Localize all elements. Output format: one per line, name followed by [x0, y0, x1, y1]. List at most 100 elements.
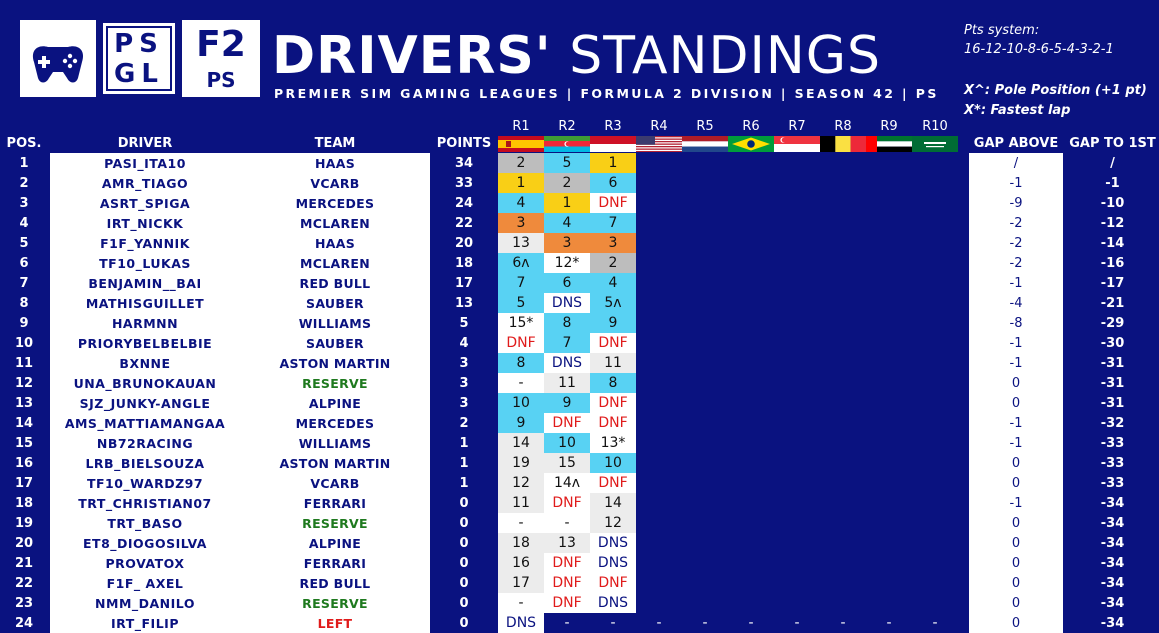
driver-name: NMM_DANILO — [95, 596, 195, 611]
gap-first-cell: -34 — [1100, 576, 1125, 591]
driver-name: ET8_DIOGOSILVA — [83, 536, 207, 551]
points-cell: 5 — [459, 316, 469, 331]
fastest-lap-note: X*: Fastest lap — [964, 103, 1071, 118]
result-cell-r1: DNS — [498, 613, 544, 633]
team-name: SAUBER — [306, 296, 364, 311]
gap-above-cell: 0 — [1011, 556, 1021, 571]
points-system-value: 16-12-10-8-6-5-4-3-2-1 — [964, 42, 1114, 57]
driver-name: SJZ_JUNKY-ANGLE — [79, 396, 211, 411]
result-cell-r2: DNF — [544, 413, 590, 433]
round-header-r2: R2 — [558, 119, 576, 134]
team-name: MERCEDES — [295, 416, 375, 431]
driver-name: TRT_BASO — [107, 516, 183, 531]
result-cell-r3: 13* — [590, 433, 636, 453]
result-cell-r3: DNF — [590, 573, 636, 593]
result-cell-r3: 1 — [590, 153, 636, 173]
gap-above-cell: -1 — [1009, 276, 1023, 291]
team-name: MCLAREN — [300, 256, 370, 271]
position-cell: 23 — [14, 596, 34, 611]
result-cell-r2: DNS — [544, 353, 590, 373]
team-name: HAAS — [314, 236, 355, 251]
gap-first-cell: -34 — [1100, 516, 1125, 531]
driver-name: NB72RACING — [96, 436, 194, 451]
points-cell: 1 — [459, 456, 469, 471]
result-cell-r1: 16 — [498, 553, 544, 573]
points-cell: 24 — [454, 196, 474, 211]
result-cell-r3: DNS — [590, 593, 636, 613]
gap-above-cell: 0 — [1011, 536, 1021, 551]
position-cell: 14 — [14, 416, 34, 431]
gap-first-cell: -29 — [1100, 316, 1125, 331]
gap-above-cell: -4 — [1009, 296, 1023, 311]
points-cell: 0 — [459, 556, 469, 571]
table-row: 23 NMM_DANILO RESERVE 0 - DNF DNS 0 -34 — [0, 593, 1159, 613]
points-system-label: Pts system: — [964, 23, 1040, 38]
table-row: 7 BENJAMIN__BAI RED BULL 17 7 6 4 -1 -17 — [0, 273, 1159, 293]
result-cell-r2: 6 — [544, 273, 590, 293]
result-cell-r3: DNF — [590, 193, 636, 213]
gap-first-cell: -34 — [1100, 556, 1125, 571]
result-cell-r1: 4 — [498, 193, 544, 213]
position-cell: 20 — [14, 536, 34, 551]
position-cell: 11 — [14, 356, 34, 371]
gap-first-cell: -21 — [1100, 296, 1125, 311]
result-cell-r2: 3 — [544, 233, 590, 253]
driver-name: AMS_MATTIAMANGAA — [64, 416, 226, 431]
gap-first-cell: -34 — [1100, 596, 1125, 611]
result-cell-r7: - — [794, 615, 800, 631]
team-name: SAUBER — [306, 336, 364, 351]
gap-above-cell: -1 — [1009, 496, 1023, 511]
col-pos-header: POS. — [6, 136, 42, 151]
round-header-r8: R8 — [834, 119, 852, 134]
points-cell: 1 — [459, 476, 469, 491]
gap-above-cell: 0 — [1011, 576, 1021, 591]
result-cell-r1: 13 — [498, 233, 544, 253]
result-cell-r3: 8 — [590, 373, 636, 393]
result-cell-r1: 3 — [498, 213, 544, 233]
belgium-flag — [820, 136, 866, 152]
points-cell: 17 — [454, 276, 474, 291]
gap-first-cell: -33 — [1100, 436, 1125, 451]
table-row: 19 TRT_BASO RESERVE 0- -12 0 -34 — [0, 513, 1159, 533]
result-cell-r2: 10 — [544, 433, 590, 453]
table-row: 5 F1F_YANNIK HAAS 20 13 3 3 -2 -14 — [0, 233, 1159, 253]
uae-flag — [866, 136, 912, 152]
result-cell-r3: DNS — [590, 533, 636, 553]
result-cell-r3: 10 — [590, 453, 636, 473]
result-cell-r1: 2 — [498, 153, 544, 173]
team-name: ASTON MARTIN — [279, 456, 391, 471]
points-cell: 3 — [459, 376, 469, 391]
title-light: STANDINGS — [569, 26, 882, 86]
psgl-line1: PS — [114, 28, 164, 59]
gap-above-cell: 0 — [1011, 616, 1021, 631]
result-cell-r3: 6 — [590, 173, 636, 193]
gap-above-cell: 0 — [1011, 596, 1021, 611]
team-name: LEFT — [317, 616, 353, 631]
result-cell-r2: DNF — [544, 553, 590, 573]
gap-above-cell: -1 — [1009, 356, 1023, 371]
team-name: HAAS — [314, 156, 355, 171]
result-cell-r3: 4 — [590, 273, 636, 293]
driver-name: IRT_FILIP — [111, 616, 179, 631]
gap-above-cell: -9 — [1009, 196, 1023, 211]
result-cell-r2: 12* — [544, 253, 590, 273]
gap-first-cell: -17 — [1100, 276, 1125, 291]
points-cell: 0 — [459, 516, 469, 531]
result-cell-r1: 17 — [498, 573, 544, 593]
gap-above-cell: -8 — [1009, 316, 1023, 331]
col-team-header: TEAM — [314, 136, 356, 151]
position-cell: 18 — [14, 496, 34, 511]
col-driver-header: DRIVER — [117, 136, 173, 151]
pole-position-note: X^: Pole Position (+1 pt) — [964, 83, 1147, 98]
result-cell-r2: - — [564, 615, 570, 631]
driver-name: ASRT_SPIGA — [99, 196, 191, 211]
team-name: RESERVE — [302, 596, 368, 611]
result-cell-r3: 5ᴧ — [590, 293, 636, 313]
result-cell-r1: - — [498, 513, 544, 533]
col-gap-first-header: GAP TO 1ST — [1069, 136, 1156, 151]
result-cell-r6: - — [748, 615, 754, 631]
col-gap-above-header: GAP ABOVE — [973, 136, 1059, 151]
points-cell: 3 — [459, 396, 469, 411]
result-cell-r3: - — [610, 615, 616, 631]
team-name: FERRARI — [303, 556, 367, 571]
